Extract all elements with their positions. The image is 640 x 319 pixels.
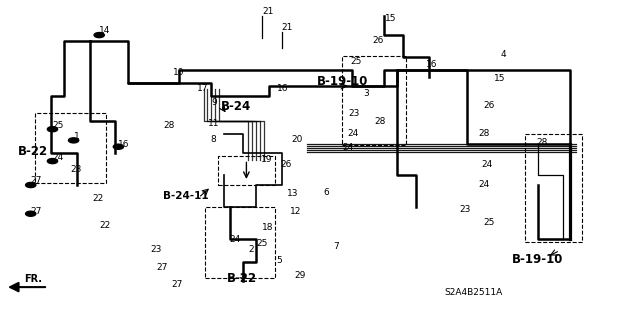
Text: 8: 8 [210,135,216,144]
Text: 22: 22 [99,221,111,230]
Bar [218,156,275,185]
Bar [342,56,406,145]
Text: 14: 14 [99,26,111,35]
Text: 6: 6 [323,188,329,197]
Text: 20: 20 [291,135,303,144]
Text: 5: 5 [276,256,282,265]
Text: 28: 28 [163,121,175,130]
Text: 15: 15 [385,14,397,23]
Circle shape [47,127,58,132]
Text: 21: 21 [282,23,293,32]
Circle shape [26,211,36,216]
Text: 16: 16 [426,60,437,69]
Text: 3: 3 [364,89,369,98]
Text: 17: 17 [197,84,209,93]
Text: 24: 24 [347,129,358,137]
Text: 27: 27 [172,280,183,289]
Text: 23: 23 [460,205,471,214]
Text: 24: 24 [481,160,493,169]
Text: 24: 24 [342,143,354,152]
Text: 10: 10 [173,68,184,77]
Bar [525,134,582,242]
Text: 9: 9 [211,98,217,107]
Text: 25: 25 [351,57,362,66]
Text: 25: 25 [256,239,268,248]
Text: 28: 28 [479,129,490,137]
Text: 24: 24 [52,152,64,161]
Text: B-24-11: B-24-11 [163,191,209,201]
Text: 11: 11 [208,119,220,128]
Text: 15: 15 [494,74,506,83]
Text: 27: 27 [31,207,42,216]
Circle shape [113,144,124,149]
Text: FR.: FR. [24,274,42,284]
Text: B-22: B-22 [18,145,48,158]
Text: 12: 12 [290,207,301,216]
Bar [35,113,106,183]
Text: 24: 24 [229,235,241,244]
Circle shape [26,182,36,188]
Text: 19: 19 [260,155,272,164]
Text: B-22: B-22 [227,272,257,285]
Text: 25: 25 [52,121,64,130]
Text: 23: 23 [70,165,82,174]
Text: 13: 13 [287,189,298,198]
Text: 16: 16 [118,140,130,149]
Text: 7: 7 [333,242,339,251]
Text: 22: 22 [93,194,104,203]
Text: 1: 1 [74,132,79,141]
Bar [205,207,275,278]
Text: 27: 27 [157,263,168,271]
Text: 16: 16 [276,84,288,93]
Text: 26: 26 [372,36,384,45]
Text: 21: 21 [262,7,274,16]
Text: 26: 26 [280,160,292,169]
Text: 25: 25 [483,218,495,227]
Text: 24: 24 [479,180,490,189]
Circle shape [94,33,104,38]
Text: S2A4B2511A: S2A4B2511A [445,288,503,297]
Text: 23: 23 [349,109,360,118]
Text: 28: 28 [374,117,386,126]
Text: 28: 28 [536,138,548,147]
Circle shape [47,159,58,164]
Text: 4: 4 [500,50,506,59]
Text: 2: 2 [248,245,254,254]
Text: B-19-10: B-19-10 [512,253,563,266]
Text: B-24: B-24 [221,100,251,113]
Text: 26: 26 [483,101,495,110]
Text: B-19-10: B-19-10 [317,75,368,87]
Text: 27: 27 [31,176,42,185]
Text: 29: 29 [294,271,306,279]
Circle shape [68,138,79,143]
Text: 23: 23 [150,245,162,254]
Text: 18: 18 [262,223,274,232]
